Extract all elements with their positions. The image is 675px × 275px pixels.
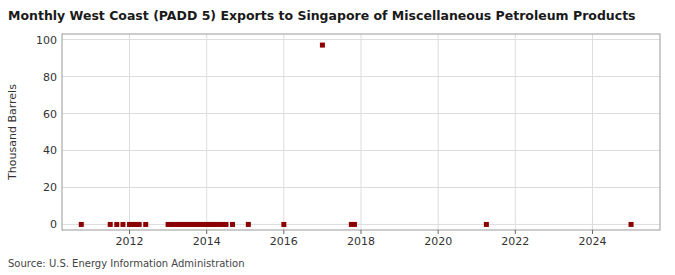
x-tick — [592, 230, 593, 234]
point — [281, 222, 286, 227]
x-tick — [206, 230, 207, 234]
x-grid-line — [283, 34, 284, 230]
x-tick-label: 2014 — [193, 235, 221, 248]
y-tick-label: 20 — [43, 181, 57, 194]
point — [143, 222, 148, 227]
grid — [62, 34, 660, 230]
y-axis-label: Thousand Barrels — [6, 84, 19, 181]
point — [108, 222, 113, 227]
point — [246, 222, 251, 227]
x-tick — [283, 230, 284, 234]
points — [79, 43, 634, 227]
x-tick-label: 2012 — [116, 235, 144, 248]
point — [114, 222, 119, 227]
point — [352, 222, 357, 227]
y-tick-label: 100 — [36, 34, 57, 47]
point — [320, 43, 325, 48]
plot-frame — [62, 34, 660, 230]
x-grid-line — [592, 34, 593, 230]
point — [223, 222, 228, 227]
x-tick — [361, 230, 362, 234]
point — [79, 222, 84, 227]
x-tick-label: 2020 — [424, 235, 452, 248]
x-grid-line — [129, 34, 130, 230]
x-grid-line — [438, 34, 439, 230]
y-tick-label: 40 — [43, 144, 57, 157]
point — [230, 222, 235, 227]
axes: 2012 2014 2016 2018 2020 2022 2024 0 20 40 60 80 100 — [36, 34, 606, 248]
x-grid-line — [515, 34, 516, 230]
title: Monthly West Coast (PADD 5) Exports to S… — [8, 8, 636, 23]
point — [120, 222, 125, 227]
source-note: Source: U.S. Energy Information Administ… — [8, 258, 245, 269]
x-grid-line — [361, 34, 362, 230]
y-tick-label: 0 — [50, 218, 57, 231]
y-tick-label: 80 — [43, 71, 57, 84]
point — [629, 222, 634, 227]
x-tick-label: 2016 — [270, 235, 298, 248]
point — [484, 222, 489, 227]
x-tick-label: 2018 — [347, 235, 375, 248]
x-tick — [438, 230, 439, 234]
x-tick-label: 2022 — [501, 235, 529, 248]
x-tick-label: 2024 — [578, 235, 606, 248]
y-tick-label: 60 — [43, 108, 57, 121]
x-tick — [129, 230, 130, 234]
chart: 2012 2014 2016 2018 2020 2022 2024 0 20 40 60 80 100… — [0, 0, 675, 275]
x-tick — [515, 230, 516, 234]
x-grid-line — [206, 34, 207, 230]
point — [137, 222, 142, 227]
